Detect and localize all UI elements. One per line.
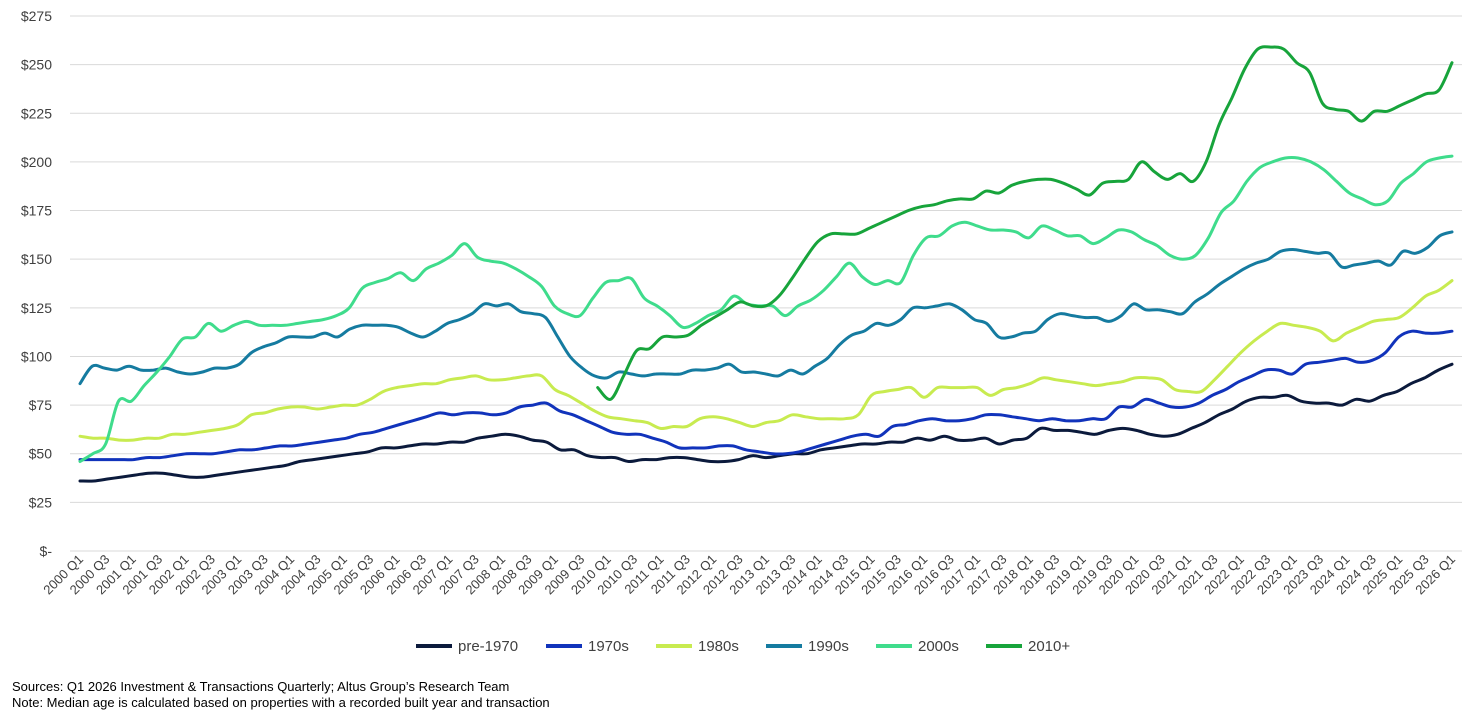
legend-label: 1990s	[808, 638, 849, 655]
y-tick-label: $150	[21, 251, 52, 267]
y-tick-label: $75	[29, 397, 53, 413]
legend-label: 1970s	[588, 638, 629, 655]
y-tick-label: $50	[29, 446, 53, 462]
series-line-pre-1970	[78, 362, 1454, 483]
y-tick-label: $-	[40, 543, 53, 559]
series-lines	[78, 45, 1454, 483]
legend-label: 2000s	[918, 638, 959, 655]
y-tick-label: $250	[21, 57, 52, 73]
legend-label: 1980s	[698, 638, 739, 655]
legend: pre-1970 1970s 1980s 1990s 2000s 2010+	[416, 638, 1070, 655]
legend-label: pre-1970	[458, 638, 518, 655]
sources-note: Sources: Q1 2026 Investment & Transactio…	[12, 679, 510, 694]
legend-label: 2010+	[1028, 638, 1070, 655]
y-tick-label: $125	[21, 300, 52, 316]
footnotes: Sources: Q1 2026 Investment & Transactio…	[12, 679, 550, 711]
gridlines	[70, 15, 1462, 552]
line-chart: $- $25 $50 $75 $100 $125 $150 $175 $200 $225 $250 $…	[21, 8, 1462, 655]
series-line-1990s	[78, 230, 1454, 386]
method-note: Note: Median age is calculated based on …	[12, 695, 550, 710]
y-tick-label: $200	[21, 154, 52, 170]
y-tick-label: $275	[21, 8, 52, 24]
y-tick-label: $175	[21, 203, 52, 219]
y-tick-label: $25	[29, 494, 53, 510]
series-line-1980s	[78, 279, 1454, 442]
series-line-1970s	[78, 329, 1454, 462]
y-tick-label: $225	[21, 105, 52, 121]
series-line-2000s	[78, 154, 1454, 463]
y-tick-label: $100	[21, 348, 52, 364]
series-line-2010-	[596, 45, 1454, 401]
y-axis: $- $25 $50 $75 $100 $125 $150 $175 $200 $225 $250 $…	[21, 8, 52, 559]
